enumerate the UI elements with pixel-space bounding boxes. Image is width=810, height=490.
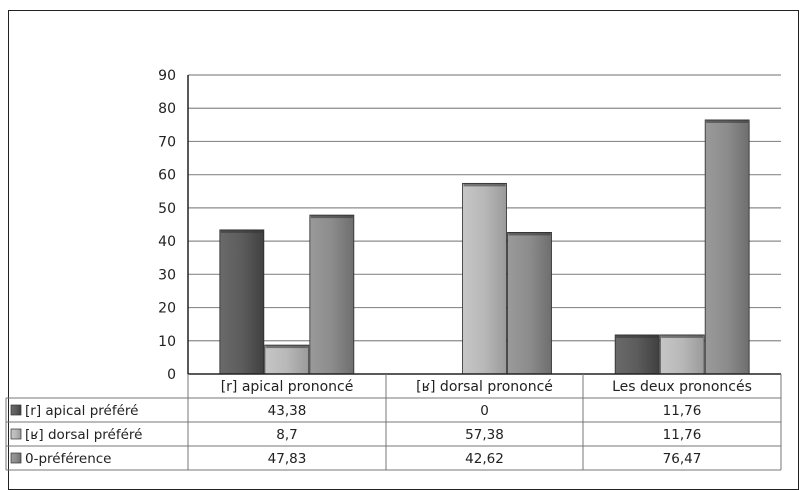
- data-label: 57,38: [465, 427, 504, 443]
- bar-body: [310, 215, 354, 374]
- data-label: 11,76: [663, 403, 702, 419]
- bar-body: [705, 120, 749, 374]
- category-label: [ʁ] dorsal prononcé: [416, 379, 553, 395]
- bar: [615, 335, 659, 374]
- legend-label: [r] apical préféré: [25, 403, 138, 419]
- legend-swatch: [11, 453, 21, 463]
- y-tick-label: 10: [158, 334, 176, 350]
- bar: [463, 183, 507, 374]
- data-label: 76,47: [663, 451, 702, 467]
- data-label: 47,83: [268, 451, 307, 467]
- category-label: [r] apical prononcé: [221, 379, 354, 395]
- y-tick-label: 80: [158, 101, 176, 117]
- bar-cap: [661, 335, 703, 338]
- bar-cap: [706, 120, 748, 123]
- bar: [265, 345, 309, 374]
- y-tick-label: 90: [158, 68, 176, 84]
- data-table: [r] apical prononcé [ʁ] dorsal prononcé Le…: [6, 374, 781, 470]
- y-tick-label: 40: [158, 234, 176, 250]
- bars: [220, 120, 749, 374]
- data-label: 8,7: [276, 427, 297, 443]
- bar-body: [660, 335, 704, 374]
- data-label: 0: [480, 403, 489, 419]
- y-tick-label: 70: [158, 134, 176, 150]
- data-label: 42,62: [465, 451, 504, 467]
- bar: [310, 215, 354, 374]
- y-axis: 0 10 20 30 40 50 60 70 80 90: [158, 68, 188, 383]
- bar-body: [220, 230, 264, 374]
- bar: [660, 335, 704, 374]
- bar-body: [463, 183, 507, 374]
- y-tick-label: 50: [158, 201, 176, 217]
- bar: [705, 120, 749, 374]
- data-label: 11,76: [663, 427, 702, 443]
- y-tick-label: 20: [158, 301, 176, 317]
- bar-cap: [266, 345, 308, 348]
- legend-swatch: [11, 405, 21, 415]
- data-label: 43,38: [268, 403, 307, 419]
- y-tick-label: 0: [167, 367, 176, 383]
- legend-label: [ʁ] dorsal préféré: [25, 427, 142, 443]
- legend-label: 0-préférence: [25, 451, 112, 467]
- y-tick-label: 30: [158, 267, 176, 283]
- bar: [220, 230, 264, 374]
- legend-swatch: [11, 429, 21, 439]
- bar-cap: [221, 230, 263, 233]
- bar-cap: [464, 183, 506, 186]
- y-tick-label: 60: [158, 168, 176, 184]
- bar-body: [508, 232, 552, 374]
- bar-cap: [616, 335, 658, 338]
- bar: [508, 232, 552, 374]
- bar-cap: [311, 215, 353, 218]
- bar-body: [265, 345, 309, 374]
- bar-cap: [509, 232, 551, 235]
- bar-body: [615, 335, 659, 374]
- category-label: Les deux prononcés: [612, 379, 752, 395]
